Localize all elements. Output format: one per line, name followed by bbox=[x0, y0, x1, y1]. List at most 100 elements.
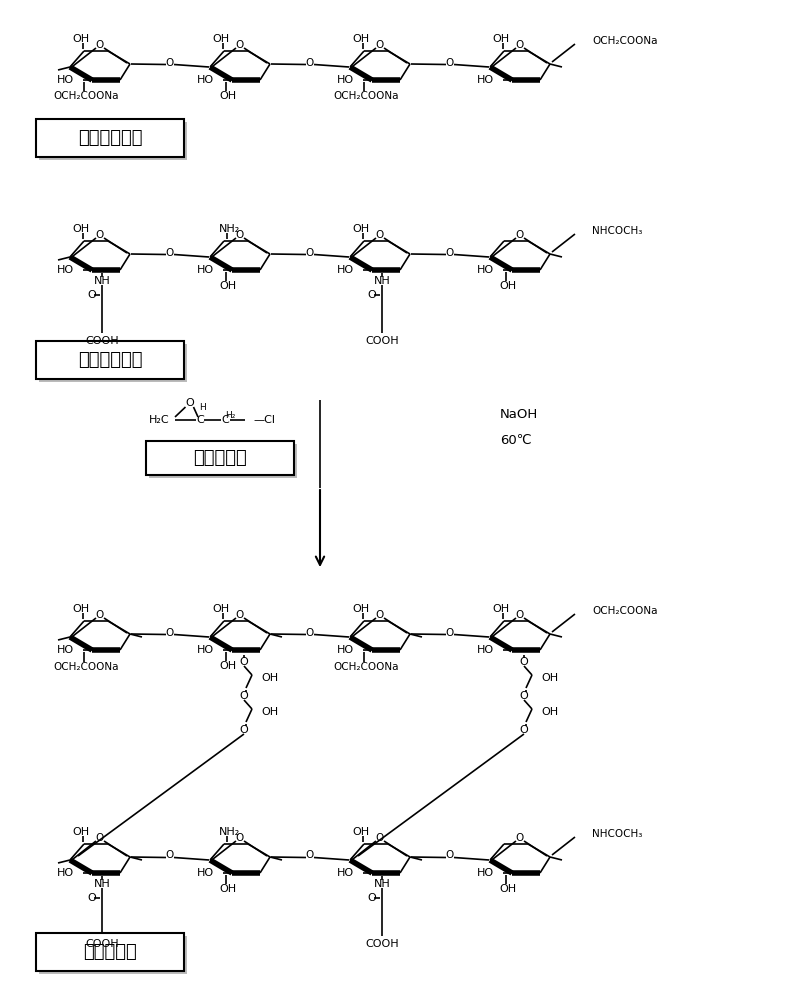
Text: O: O bbox=[185, 398, 194, 408]
Text: HO: HO bbox=[57, 265, 74, 275]
Text: HO: HO bbox=[57, 645, 74, 655]
Text: OH: OH bbox=[73, 34, 89, 44]
Text: 琥珀酰壳聚糖: 琥珀酰壳聚糖 bbox=[78, 351, 142, 369]
Text: 羧甲基纤维素: 羧甲基纤维素 bbox=[78, 129, 142, 147]
Text: OCH₂COONa: OCH₂COONa bbox=[592, 606, 658, 616]
Text: OCH₂COONa: OCH₂COONa bbox=[592, 36, 658, 46]
Text: NH₂: NH₂ bbox=[218, 827, 240, 837]
Text: OCH₂COONa: OCH₂COONa bbox=[333, 91, 399, 101]
Text: HO: HO bbox=[477, 75, 494, 85]
Text: O: O bbox=[516, 40, 524, 50]
Text: O: O bbox=[96, 833, 104, 843]
Text: OH: OH bbox=[213, 34, 229, 44]
Text: OH: OH bbox=[352, 827, 370, 837]
Text: C: C bbox=[196, 415, 204, 425]
Text: O: O bbox=[519, 691, 528, 701]
Text: 环氧氯丙烷: 环氧氯丙烷 bbox=[193, 449, 247, 467]
Text: NHCOCH₃: NHCOCH₃ bbox=[592, 829, 642, 839]
Text: O: O bbox=[236, 610, 244, 620]
Text: OH: OH bbox=[73, 604, 89, 614]
Text: OH: OH bbox=[352, 224, 370, 234]
Text: O: O bbox=[368, 290, 376, 300]
Text: O: O bbox=[306, 57, 314, 68]
FancyBboxPatch shape bbox=[39, 122, 187, 160]
Text: O: O bbox=[166, 57, 174, 68]
Text: HO: HO bbox=[57, 75, 74, 85]
Text: 60℃: 60℃ bbox=[500, 434, 531, 446]
Text: COOH: COOH bbox=[365, 939, 399, 949]
Text: OH: OH bbox=[261, 707, 278, 717]
Text: OH: OH bbox=[352, 604, 370, 614]
Text: NaOH: NaOH bbox=[500, 408, 539, 422]
Text: HO: HO bbox=[57, 868, 74, 878]
Text: O: O bbox=[306, 247, 314, 257]
Text: O: O bbox=[446, 850, 454, 860]
Text: O: O bbox=[166, 247, 174, 257]
FancyBboxPatch shape bbox=[36, 933, 184, 971]
Text: HO: HO bbox=[197, 265, 214, 275]
Text: OCH₂COONa: OCH₂COONa bbox=[54, 91, 119, 101]
Text: OH: OH bbox=[261, 673, 278, 683]
Text: OH: OH bbox=[220, 661, 237, 671]
Text: H₂: H₂ bbox=[225, 410, 235, 420]
Text: OH: OH bbox=[73, 224, 89, 234]
Text: OH: OH bbox=[220, 91, 237, 101]
Text: O: O bbox=[96, 610, 104, 620]
Text: O: O bbox=[516, 833, 524, 843]
Text: OH: OH bbox=[352, 34, 370, 44]
Text: HO: HO bbox=[477, 868, 494, 878]
Text: O: O bbox=[306, 628, 314, 638]
Text: O: O bbox=[236, 230, 244, 240]
Text: O: O bbox=[88, 290, 97, 300]
Text: HO: HO bbox=[197, 645, 214, 655]
FancyBboxPatch shape bbox=[36, 341, 184, 379]
Text: OH: OH bbox=[499, 281, 517, 291]
Text: OH: OH bbox=[220, 884, 237, 894]
Text: OH: OH bbox=[492, 604, 510, 614]
Text: O: O bbox=[236, 40, 244, 50]
Text: HO: HO bbox=[337, 645, 354, 655]
Text: O: O bbox=[306, 850, 314, 860]
Text: O: O bbox=[376, 610, 384, 620]
Text: NH: NH bbox=[374, 276, 391, 286]
Text: OH: OH bbox=[220, 281, 237, 291]
Text: O: O bbox=[240, 725, 248, 735]
Text: O: O bbox=[519, 657, 528, 667]
Text: O: O bbox=[236, 833, 244, 843]
FancyBboxPatch shape bbox=[36, 119, 184, 157]
Text: O: O bbox=[446, 57, 454, 68]
Text: C: C bbox=[221, 415, 229, 425]
Text: O: O bbox=[519, 725, 528, 735]
FancyBboxPatch shape bbox=[39, 344, 187, 382]
Text: OH: OH bbox=[499, 884, 517, 894]
Text: O: O bbox=[96, 230, 104, 240]
Text: HO: HO bbox=[197, 75, 214, 85]
Text: O: O bbox=[240, 657, 248, 667]
FancyBboxPatch shape bbox=[146, 441, 294, 475]
Text: COOH: COOH bbox=[85, 336, 119, 346]
Text: O: O bbox=[516, 610, 524, 620]
Text: O: O bbox=[376, 833, 384, 843]
Text: COOH: COOH bbox=[365, 336, 399, 346]
Text: HO: HO bbox=[477, 265, 494, 275]
Text: OCH₂COONa: OCH₂COONa bbox=[54, 662, 119, 672]
Text: O: O bbox=[96, 40, 104, 50]
Text: COOH: COOH bbox=[85, 939, 119, 949]
Text: HO: HO bbox=[477, 645, 494, 655]
Text: NH: NH bbox=[93, 879, 110, 889]
Text: O: O bbox=[240, 691, 248, 701]
Text: O: O bbox=[88, 893, 97, 903]
Text: O: O bbox=[166, 850, 174, 860]
Text: NH₂: NH₂ bbox=[218, 224, 240, 234]
Text: O: O bbox=[376, 230, 384, 240]
Text: O: O bbox=[446, 247, 454, 257]
Text: O: O bbox=[376, 40, 384, 50]
FancyBboxPatch shape bbox=[149, 444, 297, 478]
Text: NHCOCH₃: NHCOCH₃ bbox=[592, 226, 642, 236]
Text: H: H bbox=[200, 403, 206, 412]
Text: —Cl: —Cl bbox=[253, 415, 275, 425]
Text: HO: HO bbox=[197, 868, 214, 878]
Text: 超吸水凝胶: 超吸水凝胶 bbox=[83, 943, 137, 961]
Text: O: O bbox=[368, 893, 376, 903]
Text: HO: HO bbox=[337, 265, 354, 275]
